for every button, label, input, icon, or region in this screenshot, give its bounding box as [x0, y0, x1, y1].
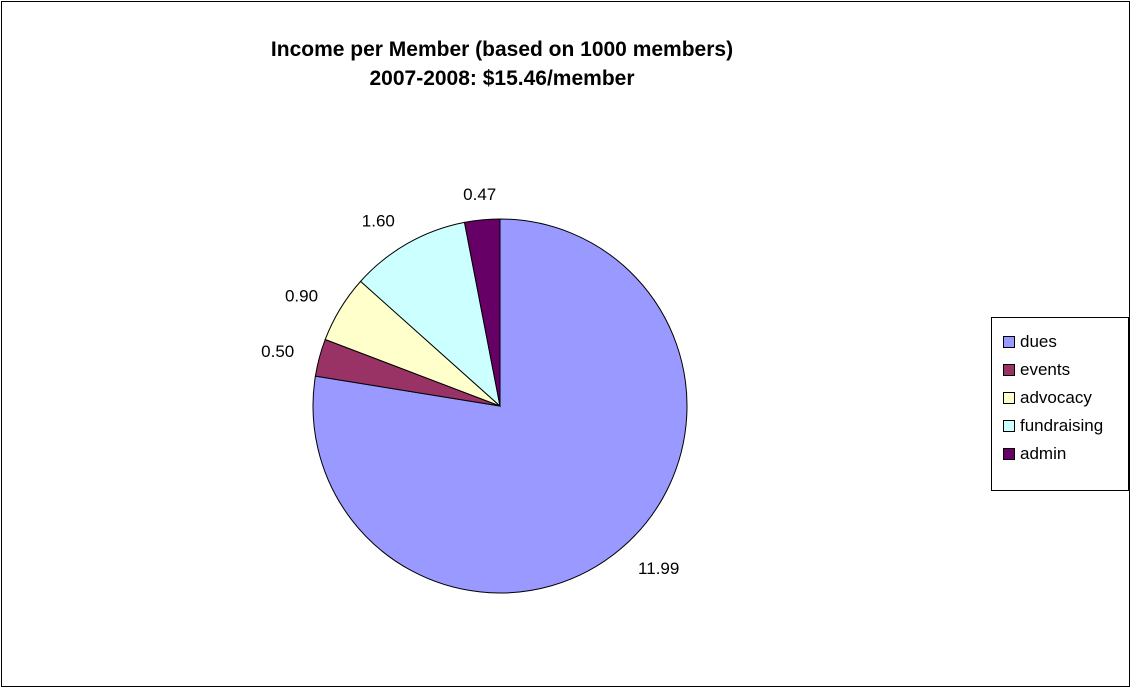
chart-title-line-1: Income per Member (based on 1000 members…	[270, 38, 734, 61]
data-label-admin: 0.47	[463, 185, 496, 204]
chart-title-line-2: 2007-2008: $15.46/member	[369, 67, 635, 90]
pie-slice-admin	[463, 218, 501, 407]
legend-swatch	[1003, 448, 1015, 460]
legend-swatch	[1003, 364, 1015, 376]
legend-item-events: events	[1003, 359, 1070, 381]
data-label-dues: 11.99	[638, 559, 679, 578]
legend-item-dues: dues	[1003, 331, 1057, 353]
legend-label: advocacy	[1020, 388, 1092, 407]
legend-item-admin: admin	[1003, 443, 1066, 465]
legend-label: admin	[1020, 444, 1067, 463]
chart-title: Income per Member (based on 1000 members…	[2, 35, 1002, 93]
data-label-advocacy: 0.90	[285, 286, 318, 305]
data-label-events: 0.50	[261, 342, 294, 361]
pie-slice-fundraising	[359, 221, 501, 408]
legend-swatch	[1003, 336, 1015, 348]
legend-item-fundraising: fundraising	[1003, 415, 1103, 437]
legend-item-advocacy: advocacy	[1003, 387, 1092, 409]
legend-label: fundraising	[1020, 416, 1104, 435]
data-label-fundraising: 1.60	[362, 212, 395, 231]
legend: dues events advocacy fundraising admin	[991, 317, 1129, 491]
legend-label: dues	[1020, 332, 1057, 351]
legend-swatch	[1003, 420, 1015, 432]
legend-swatch	[1003, 392, 1015, 404]
legend-label: events	[1020, 360, 1071, 379]
